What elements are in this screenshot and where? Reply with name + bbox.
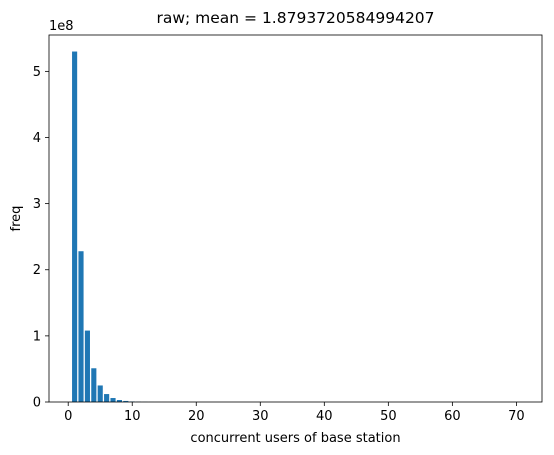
y-tick-label: 5 bbox=[33, 65, 41, 80]
histogram-bar bbox=[84, 330, 90, 402]
y-tick-label: 0 bbox=[33, 396, 41, 411]
y-tick-label: 3 bbox=[33, 197, 41, 212]
y-axis-label: freq bbox=[9, 206, 24, 232]
x-tick-label: 50 bbox=[380, 409, 397, 424]
x-axis-label: concurrent users of base station bbox=[190, 431, 400, 446]
y-tick-label: 2 bbox=[33, 263, 41, 278]
chart-title: raw; mean = 1.8793720584994207 bbox=[156, 9, 434, 27]
x-tick-label: 10 bbox=[124, 409, 141, 424]
y-tick-label: 1 bbox=[33, 329, 41, 344]
histogram-bar bbox=[104, 394, 110, 402]
y-axis-multiplier: 1e8 bbox=[49, 19, 74, 34]
histogram-bar bbox=[78, 251, 84, 402]
x-tick-label: 60 bbox=[444, 409, 461, 424]
y-axis-ticks: 0 1 2 3 4 5 bbox=[33, 65, 49, 411]
plot-frame bbox=[48, 34, 543, 403]
histogram-bar bbox=[97, 385, 103, 402]
x-tick-label: 40 bbox=[316, 409, 333, 424]
histogram-bar bbox=[123, 400, 129, 402]
histogram-bar bbox=[91, 368, 97, 402]
x-tick-label: 0 bbox=[64, 409, 72, 424]
histogram-bar bbox=[116, 400, 122, 402]
x-tick-label: 70 bbox=[508, 409, 525, 424]
y-tick-label: 4 bbox=[33, 131, 41, 146]
x-axis-ticks: 0 10 20 30 40 50 60 70 bbox=[64, 402, 525, 424]
x-tick-label: 20 bbox=[188, 409, 205, 424]
x-tick-label: 30 bbox=[252, 409, 269, 424]
histogram-bar bbox=[110, 398, 116, 402]
histogram-bar bbox=[72, 51, 78, 403]
